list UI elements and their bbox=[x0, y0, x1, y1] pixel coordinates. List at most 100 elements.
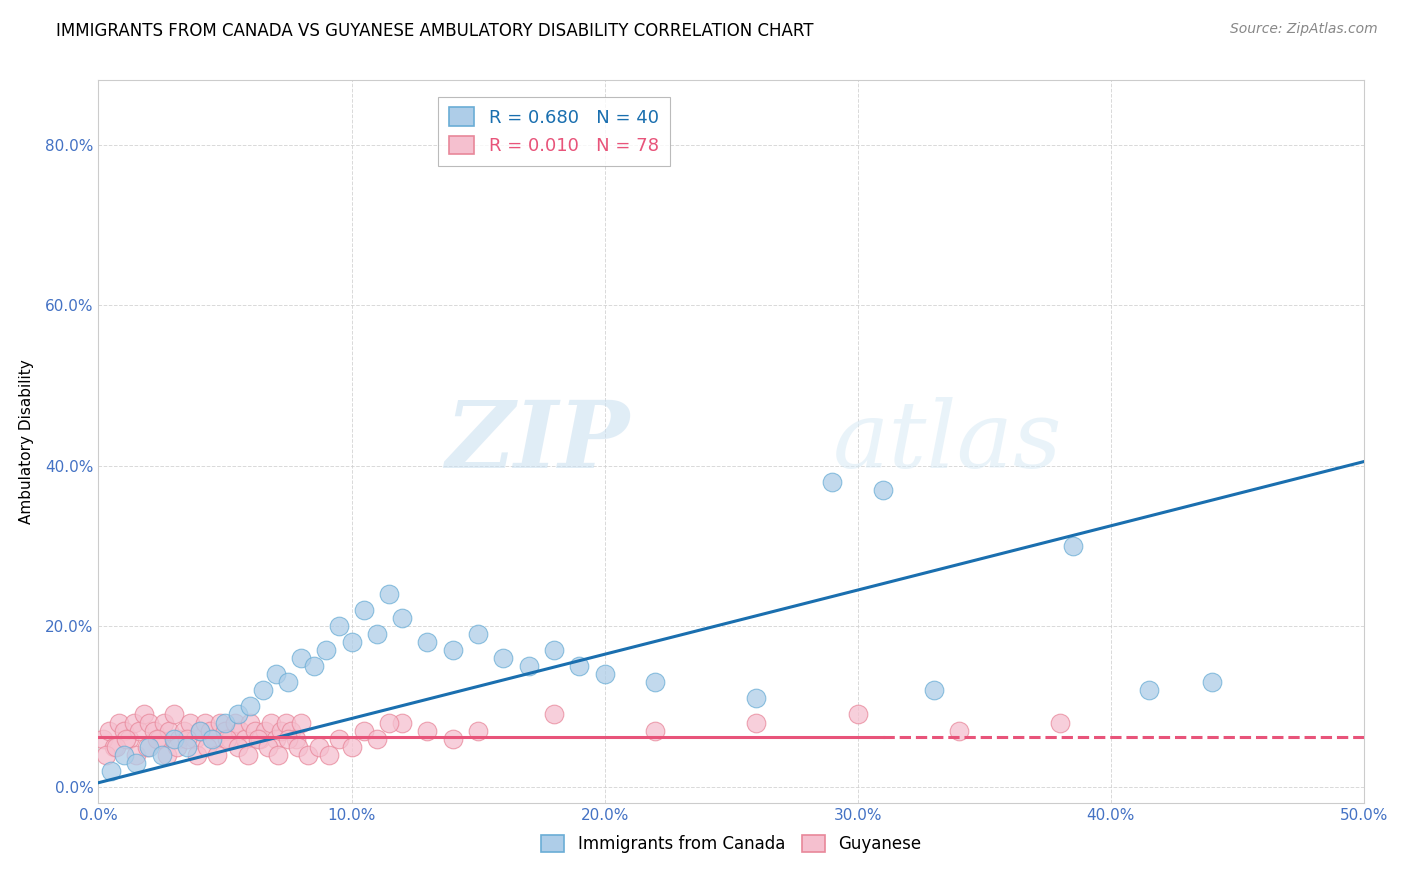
Point bbox=[198, 723, 221, 738]
Point bbox=[441, 643, 464, 657]
Point bbox=[290, 651, 312, 665]
Point bbox=[543, 643, 565, 657]
Point bbox=[176, 739, 198, 754]
Point bbox=[1137, 683, 1160, 698]
Point bbox=[872, 483, 894, 497]
Point bbox=[207, 747, 229, 762]
Point bbox=[270, 723, 292, 738]
Point bbox=[125, 747, 148, 762]
Point bbox=[103, 739, 125, 754]
Point bbox=[274, 715, 297, 730]
Point bbox=[214, 723, 236, 738]
Point bbox=[280, 723, 302, 738]
Point bbox=[284, 731, 307, 746]
Point bbox=[93, 731, 115, 746]
Point bbox=[644, 675, 666, 690]
Point bbox=[143, 723, 166, 738]
Point bbox=[97, 723, 120, 738]
Point bbox=[176, 731, 198, 746]
Point bbox=[249, 731, 271, 746]
Point bbox=[208, 715, 231, 730]
Point bbox=[148, 731, 170, 746]
Point bbox=[217, 731, 239, 746]
Point bbox=[112, 723, 135, 738]
Point bbox=[145, 731, 167, 746]
Point bbox=[224, 715, 246, 730]
Point bbox=[308, 739, 330, 754]
Point bbox=[245, 723, 267, 738]
Point bbox=[568, 659, 591, 673]
Point bbox=[328, 619, 350, 633]
Point bbox=[467, 723, 489, 738]
Point bbox=[226, 739, 249, 754]
Point bbox=[543, 707, 565, 722]
Point bbox=[239, 715, 262, 730]
Point bbox=[378, 587, 401, 601]
Point bbox=[257, 739, 280, 754]
Point bbox=[846, 707, 869, 722]
Point bbox=[922, 683, 945, 698]
Text: ZIP: ZIP bbox=[446, 397, 630, 486]
Point bbox=[315, 643, 337, 657]
Point bbox=[366, 731, 388, 746]
Point bbox=[112, 747, 135, 762]
Point bbox=[1201, 675, 1223, 690]
Point bbox=[318, 747, 340, 762]
Point bbox=[416, 635, 439, 649]
Point bbox=[264, 731, 287, 746]
Point bbox=[153, 715, 176, 730]
Point bbox=[219, 731, 242, 746]
Point bbox=[328, 731, 350, 746]
Point bbox=[157, 723, 180, 738]
Point bbox=[125, 756, 148, 770]
Point bbox=[183, 731, 205, 746]
Point bbox=[593, 667, 616, 681]
Point bbox=[138, 715, 160, 730]
Point bbox=[353, 723, 375, 738]
Point bbox=[340, 635, 363, 649]
Point bbox=[94, 747, 117, 762]
Point bbox=[246, 731, 269, 746]
Point bbox=[188, 723, 211, 738]
Point bbox=[233, 731, 256, 746]
Point bbox=[138, 739, 160, 754]
Point bbox=[236, 747, 259, 762]
Point bbox=[226, 707, 249, 722]
Point bbox=[467, 627, 489, 641]
Point bbox=[100, 764, 122, 778]
Point bbox=[107, 715, 129, 730]
Point bbox=[188, 723, 211, 738]
Point bbox=[169, 731, 191, 746]
Point bbox=[105, 739, 128, 754]
Point bbox=[214, 715, 236, 730]
Point bbox=[254, 723, 277, 738]
Point bbox=[277, 675, 299, 690]
Point bbox=[135, 739, 157, 754]
Point bbox=[290, 715, 312, 730]
Point bbox=[194, 715, 217, 730]
Text: IMMIGRANTS FROM CANADA VS GUYANESE AMBULATORY DISABILITY CORRELATION CHART: IMMIGRANTS FROM CANADA VS GUYANESE AMBUL… bbox=[56, 22, 814, 40]
Point bbox=[186, 747, 208, 762]
Point bbox=[115, 731, 138, 746]
Point bbox=[201, 731, 224, 746]
Point bbox=[252, 683, 274, 698]
Point bbox=[302, 659, 325, 673]
Point bbox=[441, 731, 464, 746]
Point bbox=[948, 723, 970, 738]
Point bbox=[204, 731, 226, 746]
Point bbox=[229, 723, 252, 738]
Point bbox=[128, 723, 150, 738]
Point bbox=[745, 715, 768, 730]
Point bbox=[150, 747, 173, 762]
Point bbox=[492, 651, 515, 665]
Point bbox=[416, 723, 439, 738]
Legend: Immigrants from Canada, Guyanese: Immigrants from Canada, Guyanese bbox=[534, 828, 928, 860]
Y-axis label: Ambulatory Disability: Ambulatory Disability bbox=[18, 359, 34, 524]
Point bbox=[1049, 715, 1071, 730]
Point bbox=[264, 667, 287, 681]
Point bbox=[239, 699, 262, 714]
Point bbox=[366, 627, 388, 641]
Point bbox=[353, 603, 375, 617]
Text: Source: ZipAtlas.com: Source: ZipAtlas.com bbox=[1230, 22, 1378, 37]
Point bbox=[391, 611, 413, 625]
